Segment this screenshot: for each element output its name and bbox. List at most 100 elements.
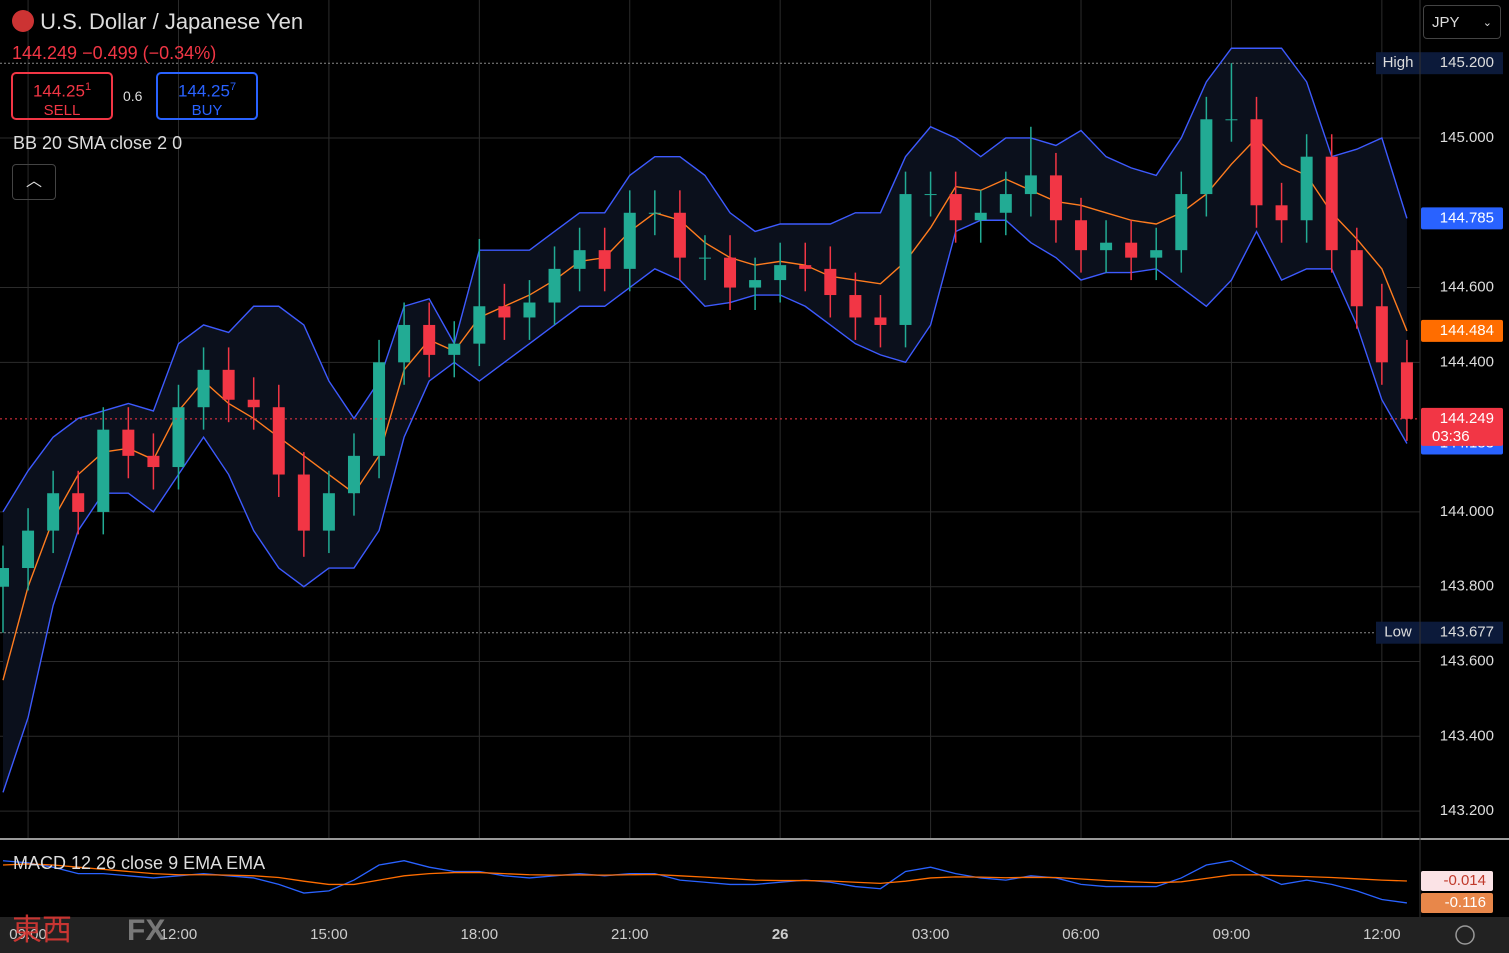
countdown: 03:36 xyxy=(1432,428,1470,445)
currency-select[interactable]: JPY ⌄ xyxy=(1423,5,1501,39)
candle-body xyxy=(1100,242,1113,251)
candle-body xyxy=(1024,175,1037,195)
macd-line xyxy=(2,860,1408,904)
candle-body xyxy=(272,407,285,475)
buy-button[interactable]: 144.257 BUY xyxy=(156,72,258,120)
candle-body xyxy=(47,493,60,531)
watermark-cn: 東西 xyxy=(12,914,72,947)
candle-body xyxy=(924,194,937,196)
candle-body xyxy=(874,317,887,325)
badge-value: 145.200 xyxy=(1440,54,1494,71)
badge-bg xyxy=(1421,892,1493,913)
spread: 0.6 xyxy=(123,88,143,104)
x-tick-label: 12:00 xyxy=(160,926,198,943)
badge-value: 144.785 xyxy=(1440,209,1494,226)
buy-price: 144.25 xyxy=(177,81,230,101)
candle-body xyxy=(22,530,35,569)
candle-body xyxy=(623,212,636,269)
badge-bg xyxy=(1421,207,1503,230)
candle-body xyxy=(949,194,962,221)
candle-body xyxy=(724,257,737,288)
candle-body xyxy=(373,362,386,456)
buy-label: BUY xyxy=(191,101,223,119)
candle-body xyxy=(548,268,561,303)
candle-body xyxy=(573,250,586,269)
candle-body xyxy=(1175,194,1188,251)
x-tick-label: 21:00 xyxy=(611,926,649,943)
y-tick-label: 144.400 xyxy=(1440,353,1494,370)
x-tick-label: 15:00 xyxy=(310,926,348,943)
candle-body xyxy=(1150,250,1163,258)
candle-body xyxy=(473,306,486,344)
badge-value: 143.677 xyxy=(1440,624,1494,641)
candle-body xyxy=(498,306,511,318)
y-tick-label: 143.600 xyxy=(1440,652,1494,669)
badge-bg xyxy=(1421,621,1503,644)
badge-value: 144.249 xyxy=(1440,410,1494,427)
candle-body xyxy=(247,399,260,408)
candle-body xyxy=(974,212,987,221)
sell-button[interactable]: 144.251 SELL xyxy=(11,72,113,120)
flag-icon xyxy=(12,10,34,32)
candle-body xyxy=(999,194,1012,213)
candle-body xyxy=(1075,220,1088,251)
x-tick-label: 09:00 xyxy=(9,926,47,943)
candle-body xyxy=(648,212,661,214)
change: −0.499 (−0.34%) xyxy=(82,43,217,63)
band-line xyxy=(2,219,1408,793)
candle-body xyxy=(1300,156,1313,221)
badge-name: High xyxy=(1383,54,1414,71)
y-tick-label: 144.000 xyxy=(1440,503,1494,520)
candle-body xyxy=(0,568,9,587)
candle-body xyxy=(899,194,912,325)
watermark: 東西 FX xyxy=(12,905,165,949)
y-tick-label: 143.400 xyxy=(1440,727,1494,744)
badge-bg xyxy=(1421,870,1493,891)
candle-body xyxy=(1049,175,1062,221)
candle-body xyxy=(824,268,837,296)
candle-body xyxy=(774,265,787,281)
candle-body xyxy=(673,212,686,258)
macd-label: MACD 12 26 close 9 EMA EMA xyxy=(13,853,266,873)
watermark-fx: FX xyxy=(127,914,166,947)
candle-body xyxy=(849,295,862,318)
y-tick-label: 143.800 xyxy=(1440,578,1494,595)
y-tick-label: 144.600 xyxy=(1440,279,1494,296)
candle-body xyxy=(122,429,135,456)
settings-icon xyxy=(1455,925,1475,945)
x-tick-label: 06:00 xyxy=(1062,926,1100,943)
candle-body xyxy=(398,324,411,363)
x-tick-label: 09:00 xyxy=(1213,926,1251,943)
macd-line xyxy=(2,863,1407,886)
candle-body xyxy=(1400,362,1413,419)
candle-body xyxy=(197,369,210,408)
candle-body xyxy=(322,493,335,531)
candle-body xyxy=(1350,250,1363,307)
candle-body xyxy=(749,280,762,288)
buy-digit: 7 xyxy=(229,81,237,93)
candle-body xyxy=(799,265,812,269)
candle-body xyxy=(347,455,360,494)
sell-label: SELL xyxy=(43,101,81,119)
x-tick-label: 18:00 xyxy=(461,926,499,943)
symbol: U.S. Dollar / Japanese Yen xyxy=(40,9,304,34)
badge-bg xyxy=(1376,52,1421,75)
x-tick-label: 12:00 xyxy=(1363,926,1401,943)
badge-bg xyxy=(1376,621,1421,644)
candle-body xyxy=(172,407,185,468)
symbol-title: U.S. Dollar / Japanese Yen xyxy=(12,9,303,35)
candle-body xyxy=(523,302,536,318)
candle-body xyxy=(222,369,235,400)
candle-body xyxy=(1250,119,1263,206)
collapse-button[interactable]: ︿ xyxy=(12,164,56,200)
axis-strip xyxy=(0,917,1509,953)
y-tick-label: 143.200 xyxy=(1440,802,1494,819)
badge-value: 144.484 xyxy=(1440,322,1494,339)
badge-value: -0.116 xyxy=(1445,894,1486,911)
candle-body xyxy=(423,324,436,355)
sell-digit: 1 xyxy=(84,81,92,93)
candle-body xyxy=(448,343,461,355)
candle-body xyxy=(1375,306,1388,363)
candle-body xyxy=(1225,119,1238,121)
